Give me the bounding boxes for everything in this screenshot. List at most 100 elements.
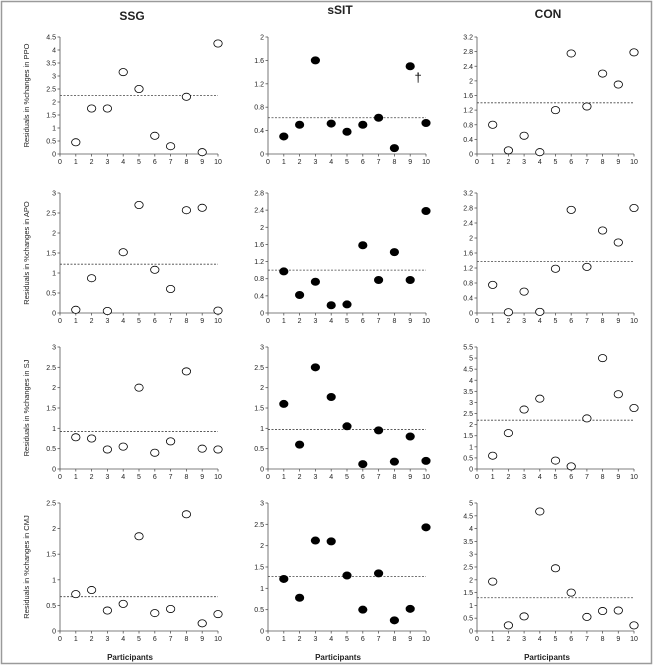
y-tick-label-r2c1: 0.5 [46,291,56,298]
data-point-r4c1 [197,619,207,628]
x-tick-label-r1c3: 4 [538,159,542,166]
x-tick-label-r4c3: 8 [601,636,605,643]
x-tick-label-r1c2: 5 [345,159,349,166]
x-tick-label-r4c1: 6 [153,636,157,643]
data-point-r1c2 [326,119,336,128]
data-point-r3c3 [550,456,561,465]
x-tick-label-r4c1: 3 [105,636,109,643]
data-point-r1c2 [342,127,352,136]
data-point-r2c1 [134,200,144,209]
y-tick-label-r2c3: 0.4 [463,296,473,303]
x-axis-label-ssit: Participants [315,653,361,662]
x-tick-label-r2c1: 3 [105,318,109,325]
x-tick-label-r4c2: 2 [298,636,302,643]
data-point-r4c3 [503,621,513,630]
data-point-r2c1 [71,305,81,314]
data-point-r3c1 [87,434,97,443]
y-tick-label-r4c1: 0.5 [46,603,56,610]
y-tick-label-r4c3: 1.5 [463,590,473,597]
x-tick-label-r4c3: 6 [569,636,573,643]
data-point-r1c1 [213,39,223,48]
data-point-r4c1 [150,609,160,618]
y-tick-label-r4c3: 0 [469,629,473,636]
x-tick-label-r1c1: 10 [214,159,222,166]
data-point-r4c3 [613,606,623,615]
x-tick-label-r1c1: 4 [121,159,125,166]
x-tick-label-r2c3: 3 [522,318,526,325]
y-tick-label-r2c3: 2 [469,236,473,243]
y-tick-label-r1c2: 0.4 [254,128,264,135]
data-point-r4c2 [294,593,305,602]
data-point-r2c1 [197,203,207,212]
y-tick-label-r3c1: 3 [52,345,56,352]
data-point-r4c1 [134,532,144,541]
y-tick-label-r3c3: 2 [469,422,473,429]
x-tick-label-r3c1: 7 [169,474,173,481]
x-axis-label-ssg: Participants [107,653,153,662]
x-tick-label-r3c2: 2 [298,474,302,481]
data-point-r1c2 [389,144,399,153]
y-tick-label-r1c2: 1.6 [254,58,264,65]
data-point-r1c1 [71,138,81,147]
data-point-r3c1 [71,433,81,442]
data-point-r3c2 [326,393,336,402]
y-tick-label-r2c1: 0 [52,311,56,318]
data-point-r2c2 [405,275,415,284]
data-point-r4c2 [342,571,352,580]
data-point-r3c3 [629,403,639,412]
data-point-r3c2 [310,363,320,372]
x-tick-label-r4c1: 5 [137,636,141,643]
y-axis-label-row-2: Residuals in %changes in APO [22,201,31,305]
y-tick-label-r3c2: 2.5 [254,365,264,372]
y-tick-label-r1c2: 2 [260,35,264,42]
data-point-r4c1 [71,590,81,599]
data-point-r4c3 [535,507,545,516]
data-point-r2c1 [118,248,128,257]
x-tick-label-r4c3: 10 [630,636,638,643]
x-tick-label-r4c1: 4 [121,636,125,643]
x-tick-label-r1c2: 6 [361,159,365,166]
data-point-r1c2 [421,118,431,127]
y-tick-label-r3c2: 0 [260,467,264,474]
data-point-r2c3 [503,308,513,317]
data-point-r4c2 [373,569,384,578]
data-point-r4c3 [629,621,639,630]
y-tick-label-r4c3: 1 [469,603,473,610]
x-tick-label-r2c2: 9 [408,318,412,325]
x-tick-label-r4c2: 7 [377,636,381,643]
data-point-r4c1 [102,606,113,615]
data-point-r1c1 [87,104,97,113]
data-point-r1c3 [535,148,545,157]
data-point-r3c3 [535,394,545,403]
data-point-r2c3 [550,264,561,273]
dagger-annotation: † [414,70,421,85]
x-tick-label-r1c2: 1 [282,159,286,166]
x-tick-label-r1c3: 0 [475,159,479,166]
x-tick-label-r1c3: 7 [585,159,589,166]
x-tick-label-r1c1: 5 [137,159,141,166]
x-tick-label-r4c1: 2 [90,636,94,643]
data-point-r3c2 [294,440,305,449]
x-tick-label-r2c2: 2 [298,318,302,325]
y-tick-label-r1c3: 2.8 [463,49,473,56]
data-point-r2c1 [213,306,223,315]
data-point-r4c3 [597,607,608,616]
data-point-r1c1 [181,92,191,101]
data-point-r3c3 [613,390,623,399]
data-point-r2c3 [613,238,623,247]
x-tick-label-r4c2: 0 [266,636,270,643]
y-tick-label-r3c2: 2 [260,385,264,392]
data-point-r4c3 [488,577,498,586]
y-tick-label-r1c1: 3.5 [46,61,56,68]
data-point-r1c3 [582,102,592,111]
x-tick-label-r2c1: 9 [200,318,204,325]
data-point-r3c3 [519,405,529,414]
data-point-r2c3 [566,205,576,214]
data-point-r2c2 [326,301,336,310]
y-tick-label-r2c1: 2 [52,231,56,238]
x-tick-label-r1c3: 8 [601,159,605,166]
y-tick-label-r3c3: 3 [469,400,473,407]
y-tick-label-r3c3: 1.5 [463,433,473,440]
y-tick-label-r3c3: 4 [469,378,473,385]
